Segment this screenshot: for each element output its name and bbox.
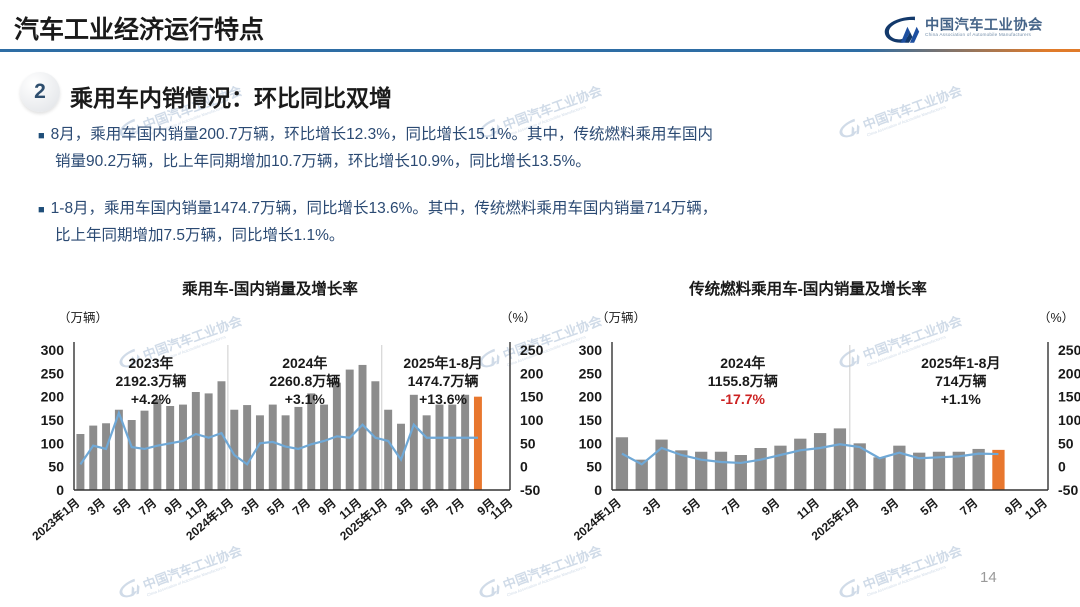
svg-text:3月: 3月 (85, 496, 108, 519)
svg-text:300: 300 (41, 342, 65, 358)
svg-text:+13.6%: +13.6% (419, 391, 467, 407)
svg-text:3月: 3月 (640, 496, 663, 519)
svg-text:-17.7%: -17.7% (721, 391, 766, 407)
svg-text:250: 250 (1058, 342, 1080, 358)
svg-text:150: 150 (1058, 389, 1080, 405)
svg-text:1155.8万辆: 1155.8万辆 (708, 373, 778, 389)
svg-text:2192.3万辆: 2192.3万辆 (116, 373, 187, 389)
svg-text:2023年1月: 2023年1月 (29, 495, 83, 543)
svg-text:+4.2%: +4.2% (131, 391, 172, 407)
svg-text:2025年1-8月: 2025年1-8月 (403, 355, 482, 371)
svg-text:1474.7万辆: 1474.7万辆 (408, 373, 479, 389)
svg-text:200: 200 (1058, 365, 1080, 381)
svg-text:100: 100 (41, 435, 65, 451)
svg-text:2024年: 2024年 (282, 355, 327, 371)
svg-text:250: 250 (520, 342, 544, 358)
svg-text:7月: 7月 (444, 496, 467, 519)
svg-text:9月: 9月 (316, 496, 339, 519)
svg-text:5月: 5月 (418, 496, 441, 519)
svg-text:-50: -50 (1058, 482, 1078, 498)
svg-text:2024年: 2024年 (720, 355, 765, 371)
svg-text:2260.8万辆: 2260.8万辆 (269, 373, 340, 389)
svg-text:0: 0 (520, 459, 528, 475)
svg-text:2023年: 2023年 (128, 355, 173, 371)
svg-text:2025年1-8月: 2025年1-8月 (921, 355, 1000, 371)
svg-text:100: 100 (579, 435, 603, 451)
svg-text:250: 250 (41, 365, 65, 381)
svg-text:5月: 5月 (918, 496, 941, 519)
svg-text:250: 250 (579, 365, 603, 381)
svg-text:150: 150 (41, 412, 65, 428)
svg-text:200: 200 (520, 365, 544, 381)
svg-text:300: 300 (579, 342, 603, 358)
svg-text:9月: 9月 (759, 496, 782, 519)
svg-text:7月: 7月 (957, 496, 980, 519)
svg-text:714万辆: 714万辆 (935, 373, 986, 389)
svg-text:9月: 9月 (162, 496, 185, 519)
svg-text:5月: 5月 (264, 496, 287, 519)
svg-text:150: 150 (520, 389, 544, 405)
svg-text:+3.1%: +3.1% (285, 391, 326, 407)
svg-text:100: 100 (520, 412, 544, 428)
svg-text:50: 50 (48, 459, 64, 475)
svg-text:11月: 11月 (794, 496, 822, 523)
svg-text:50: 50 (1058, 435, 1074, 451)
svg-text:+1.1%: +1.1% (941, 391, 982, 407)
svg-text:11月: 11月 (1022, 496, 1050, 523)
svg-text:100: 100 (1058, 412, 1080, 428)
svg-text:150: 150 (579, 412, 603, 428)
svg-text:9月: 9月 (1002, 496, 1025, 519)
svg-text:3月: 3月 (239, 496, 262, 519)
svg-text:7月: 7月 (136, 496, 159, 519)
svg-text:200: 200 (579, 389, 603, 405)
svg-text:2024年1月: 2024年1月 (570, 495, 624, 543)
svg-text:50: 50 (520, 435, 536, 451)
svg-text:7月: 7月 (719, 496, 742, 519)
svg-text:-50: -50 (520, 482, 540, 498)
svg-text:3月: 3月 (878, 496, 901, 519)
svg-text:7月: 7月 (290, 496, 313, 519)
svg-text:3月: 3月 (392, 496, 415, 519)
svg-text:200: 200 (41, 389, 65, 405)
svg-text:50: 50 (586, 459, 602, 475)
svg-text:5月: 5月 (110, 496, 133, 519)
svg-text:0: 0 (1058, 459, 1066, 475)
svg-text:0: 0 (594, 482, 602, 498)
svg-text:0: 0 (56, 482, 64, 498)
svg-text:5月: 5月 (680, 496, 703, 519)
